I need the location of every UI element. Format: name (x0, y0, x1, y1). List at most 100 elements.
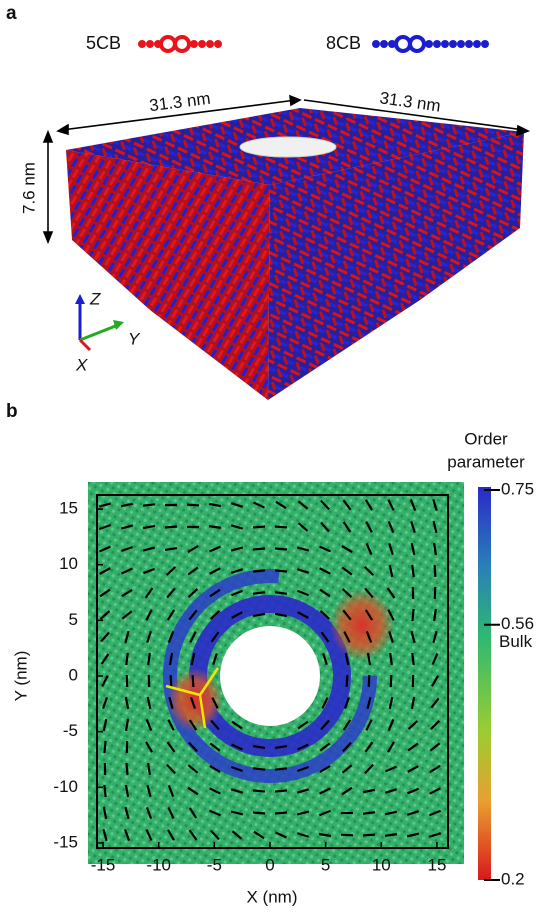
director (342, 741, 352, 753)
director (208, 502, 222, 508)
director (296, 546, 310, 552)
director (145, 609, 153, 621)
y-tick-label: -15 (53, 832, 78, 851)
director (341, 588, 353, 598)
director (428, 832, 442, 838)
dimension-arrows (42, 94, 531, 245)
director (99, 610, 111, 620)
director (341, 764, 353, 774)
director (102, 806, 108, 820)
director (409, 499, 417, 511)
director (296, 765, 310, 773)
director (429, 742, 441, 752)
director (274, 612, 288, 618)
director (274, 767, 288, 771)
x-tick-label: 10 (372, 855, 391, 874)
director (407, 720, 419, 730)
director (123, 828, 131, 842)
director (342, 521, 352, 533)
panel-label: a (6, 3, 17, 24)
dimension-label: 31.3 nm (148, 89, 211, 115)
director (389, 652, 393, 666)
director (364, 741, 374, 753)
legend-icon (138, 35, 222, 53)
director (407, 787, 419, 795)
director (342, 609, 352, 621)
director (365, 631, 373, 643)
director (319, 610, 331, 620)
director (146, 784, 152, 798)
director (231, 720, 243, 730)
director (209, 567, 221, 575)
director (167, 784, 175, 798)
x-tick-label: 15 (427, 855, 446, 874)
director (387, 609, 395, 621)
director (253, 501, 265, 509)
y-axis-label: Y (nm) (11, 651, 30, 702)
director (297, 522, 309, 532)
director (274, 569, 288, 573)
colorbar-tick-label: 0.75 (501, 479, 534, 498)
director (101, 675, 109, 687)
director (166, 741, 176, 753)
director (319, 567, 331, 575)
plot-frame (96, 494, 449, 849)
director (365, 719, 373, 731)
director (100, 653, 110, 665)
director (142, 567, 156, 575)
director (275, 500, 287, 510)
director (363, 566, 375, 576)
director (124, 630, 130, 644)
director (210, 719, 220, 731)
director (208, 525, 222, 529)
director (120, 545, 134, 553)
director (407, 742, 419, 752)
y-tick-label: 0 (69, 665, 78, 684)
director (342, 719, 352, 731)
director (230, 546, 244, 552)
director (297, 589, 309, 597)
director (318, 832, 332, 838)
axis-name: Y (128, 329, 141, 348)
director (320, 521, 330, 533)
director (191, 674, 195, 688)
director (388, 564, 394, 578)
director (274, 525, 288, 529)
director (432, 542, 438, 556)
director (209, 588, 221, 598)
director (388, 542, 394, 556)
director (320, 719, 330, 731)
director (387, 719, 395, 731)
director (406, 810, 420, 816)
director (168, 696, 174, 710)
director (167, 829, 175, 841)
director (319, 787, 331, 795)
axis-name: Z (89, 289, 101, 308)
director (411, 564, 415, 578)
director (362, 788, 376, 794)
director (167, 719, 175, 731)
director (252, 789, 266, 793)
director (166, 609, 176, 621)
director (121, 610, 133, 620)
y-tick-label: 5 (69, 610, 78, 629)
director (120, 524, 134, 530)
director (362, 833, 376, 837)
director (252, 569, 266, 573)
director (209, 764, 221, 774)
director (343, 631, 351, 643)
slab (66, 108, 524, 400)
director (103, 740, 107, 754)
x-tick-label: -10 (146, 855, 171, 874)
director (230, 810, 244, 816)
director (296, 832, 310, 838)
director (166, 587, 176, 599)
director (99, 567, 111, 575)
y-tick-label: 15 (59, 499, 78, 518)
director (210, 829, 220, 841)
director (364, 763, 374, 775)
director (319, 809, 331, 817)
director (431, 653, 439, 665)
axis-name: X (75, 355, 88, 374)
director (142, 503, 156, 507)
